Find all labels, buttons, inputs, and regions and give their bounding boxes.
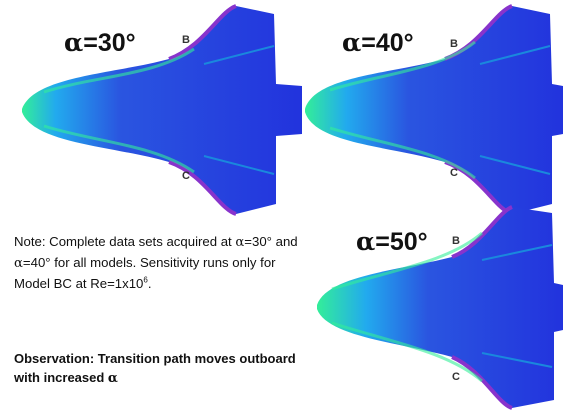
alpha-label: α=50°: [356, 227, 428, 257]
alpha-symbol: α: [64, 28, 84, 57]
edge-label-b: B: [182, 34, 190, 46]
alpha-label: α=40°: [342, 28, 414, 58]
orbiter-planform-heatmap: [22, 4, 302, 216]
streak-bottom: [479, 155, 551, 175]
streak-bottom: [203, 155, 275, 175]
alpha-symbol: α: [14, 256, 23, 271]
streak-top: [479, 45, 551, 65]
transition-front-bottom: [331, 321, 483, 383]
leading-edge-top: [168, 4, 237, 61]
edge-label-b: B: [452, 235, 460, 247]
edge-label-b: B: [450, 38, 458, 50]
alpha-symbol: α: [356, 227, 376, 256]
note-part: Note: Complete data sets acquired at: [14, 234, 236, 249]
alpha-value: =50°: [375, 228, 428, 256]
orbiter-planform-heatmap: [317, 205, 563, 410]
edge-label-c: C: [450, 167, 458, 179]
leading-edge-top: [451, 205, 513, 259]
alpha-symbol: α: [107, 371, 118, 386]
note-text: Note: Complete data sets acquired at α=3…: [14, 232, 304, 294]
heat-map-panel-alpha-30: α=30° B C: [4, 4, 304, 219]
orbiter-planform-heatmap: [305, 4, 563, 216]
orbiter-body: [305, 6, 563, 214]
alpha-label: α=30°: [64, 28, 136, 58]
transition-front-bottom: [329, 126, 476, 180]
edge-label-c: C: [452, 371, 460, 383]
note-part: =40° for all models. Sensitivity runs on…: [14, 255, 276, 291]
leading-edge-bottom: [168, 160, 237, 216]
transition-front-top: [331, 231, 483, 291]
streak-top: [203, 45, 275, 65]
heat-map-panel-alpha-40: α=40° B C: [300, 4, 563, 219]
leading-edge-bottom: [451, 355, 513, 410]
transition-front-bottom: [43, 124, 195, 174]
orbiter-body: [22, 6, 302, 214]
reynolds-exponent: 6: [143, 275, 148, 285]
edge-label-c: C: [182, 170, 190, 182]
orbiter-body: [317, 207, 563, 408]
transition-front-top: [43, 47, 195, 94]
streak-bottom: [481, 352, 553, 368]
heat-map-panel-alpha-50: α=50° B C: [312, 205, 563, 410]
observation-body: Observation: Transition path moves outbo…: [14, 351, 296, 385]
streak-top: [481, 244, 553, 261]
alpha-symbol: α: [342, 28, 362, 57]
note-part: .: [147, 276, 152, 291]
transition-front-top: [329, 40, 476, 92]
alpha-symbol: α: [235, 235, 245, 250]
alpha-value: =30°: [83, 29, 136, 57]
alpha-value: =40°: [361, 29, 414, 57]
observation-text: Observation: Transition path moves outbo…: [14, 349, 314, 388]
note-part: =30° and: [244, 234, 298, 249]
